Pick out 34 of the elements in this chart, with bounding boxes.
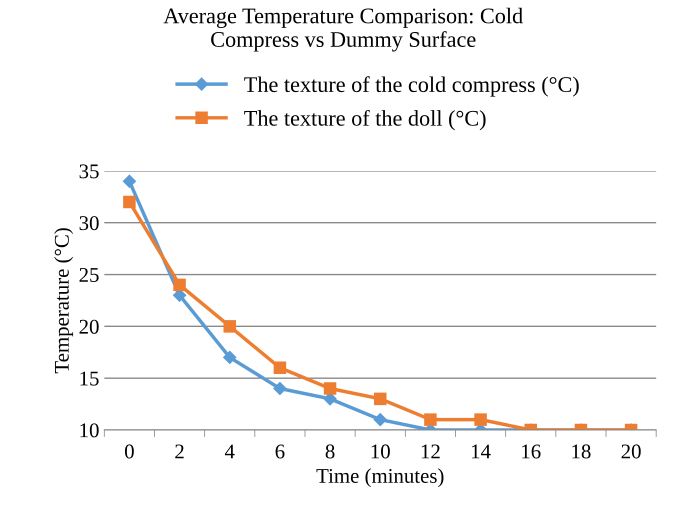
y-tick-label: 10 [80,423,99,438]
point [374,392,386,406]
point [223,320,236,333]
x-tick-label: 6 [276,444,284,458]
point [122,174,136,188]
x-tick-label: 0 [124,444,134,458]
legend-label: The texture of the doll (°C) [244,110,486,130]
chart-title: Average Temperature Comparison: Cold Compress vs Dummy Surface [164,8,523,52]
y-tick-label: 30 [80,216,99,230]
x-tick-label: 2 [175,444,184,458]
x-tick-label: 4 [224,444,235,458]
x-tick-label: 10 [372,444,390,458]
legend-label: The texture of the cold compress (°C) [244,76,579,97]
x-tick-label: 20 [622,444,641,458]
point [324,382,336,395]
y-tick-label: 25 [80,268,99,282]
point [123,196,136,208]
point [273,382,286,396]
x-axis-title: Time (minutes) [316,468,444,488]
y-axis-title: Temperature (°C) [54,228,74,374]
point [474,413,487,426]
x-tick-label: 14 [472,444,491,458]
point [173,278,186,292]
y-tick-label: 15 [80,372,99,386]
point [424,413,437,426]
point [274,362,286,374]
point [223,350,236,364]
x-tick-label: 16 [522,444,541,458]
point [374,412,387,426]
y-tick-label: 35 [80,164,99,178]
x-tick-label: 18 [572,444,591,458]
y-tick-label: 20 [80,320,99,334]
x-tick-label: 12 [422,444,440,458]
x-tick-label: 8 [326,444,334,458]
